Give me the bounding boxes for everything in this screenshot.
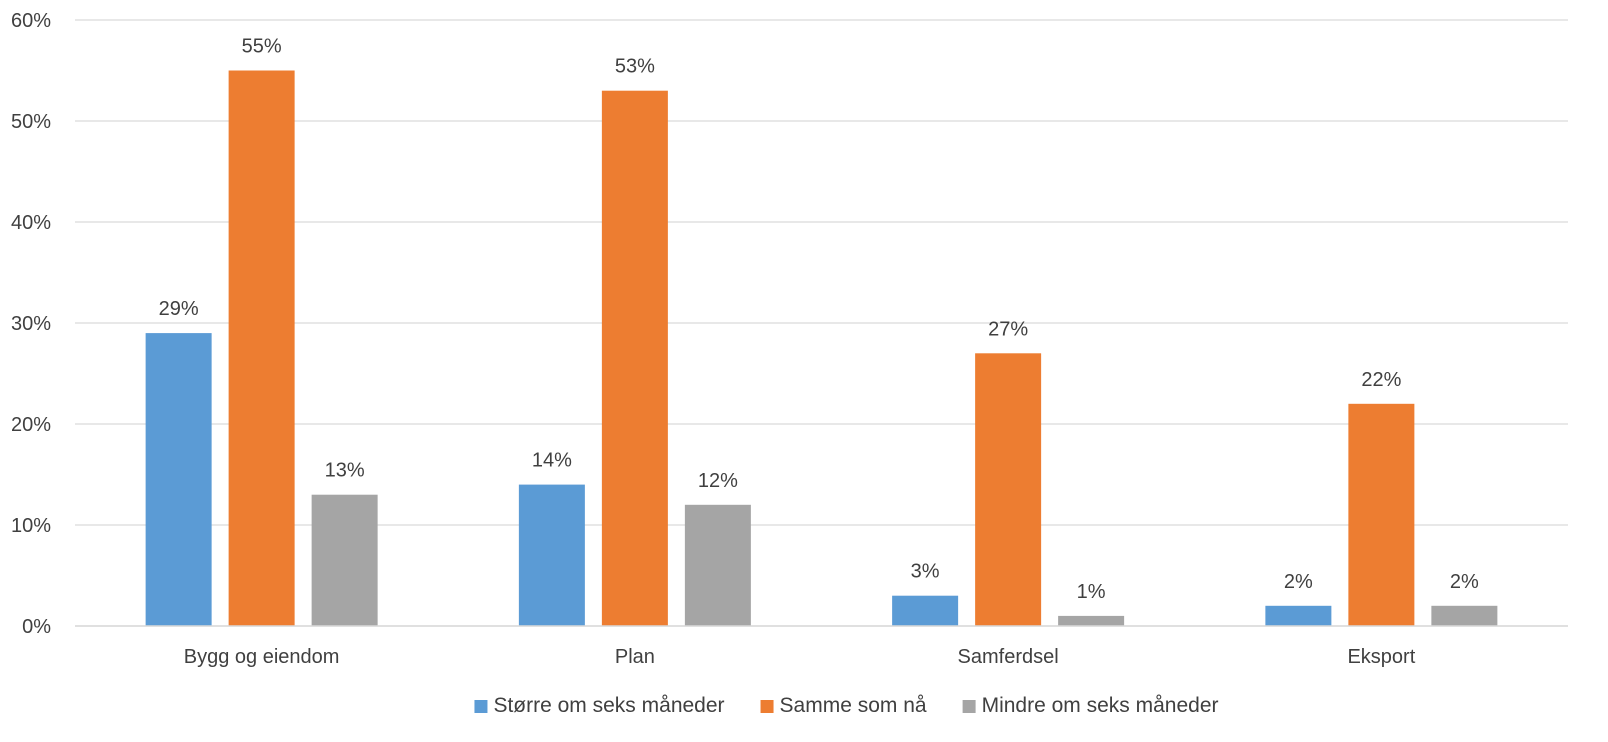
- legend-label: Samme som nå: [780, 694, 927, 717]
- bar: [518, 484, 585, 626]
- data-label: 53%: [615, 56, 655, 78]
- bar: [228, 70, 295, 626]
- y-tick-label: 40%: [11, 212, 51, 234]
- y-tick-label: 30%: [11, 313, 51, 335]
- legend-swatch: [474, 700, 488, 713]
- y-tick-label: 50%: [11, 111, 51, 133]
- data-label: 13%: [325, 460, 365, 482]
- data-label: 55%: [242, 36, 282, 58]
- y-tick-label: 0%: [22, 616, 51, 638]
- y-tick-label: 10%: [11, 515, 51, 537]
- bar: [145, 333, 212, 626]
- data-label: 29%: [159, 298, 199, 320]
- legend[interactable]: Større om seks måneder Samme som nå Mindre…: [474, 694, 1219, 717]
- data-label: 2%: [1284, 571, 1313, 593]
- bar: [892, 595, 959, 626]
- x-category-label: Plan: [615, 646, 655, 668]
- y-tick-label: 60%: [11, 10, 51, 32]
- bar: [975, 353, 1042, 626]
- legend-swatch: [760, 700, 774, 713]
- x-category-label: Bygg og eiendom: [184, 646, 340, 668]
- data-label: 1%: [1077, 581, 1106, 603]
- bars: [75, 70, 1568, 627]
- x-category-label: Samferdsel: [958, 646, 1059, 668]
- data-label: 3%: [911, 561, 940, 583]
- y-tick-label: 20%: [11, 414, 51, 436]
- bar: [1431, 605, 1498, 626]
- legend-label: Større om seks måneder: [493, 694, 724, 717]
- data-labels: 29% 55% 13% 14% 53% 12% 3% 27% 1% 2% 22% 2%: [159, 36, 1479, 603]
- legend-item[interactable]: Større om seks måneder: [474, 694, 725, 717]
- bar: [1348, 403, 1415, 626]
- data-label: 14%: [532, 450, 572, 472]
- legend-label: Mindre om seks måneder: [982, 694, 1219, 717]
- data-label: 12%: [698, 470, 738, 492]
- gridlines: [75, 19, 1568, 627]
- data-label: 2%: [1450, 571, 1479, 593]
- y-axis-ticks: 0% 10% 20% 30% 40% 50% 60%: [11, 10, 51, 638]
- bar: [601, 90, 668, 626]
- data-label: 27%: [988, 318, 1028, 340]
- bar: [311, 494, 378, 626]
- x-axis-categories: Bygg og eiendom Plan Samferdsel Eksport: [184, 646, 1416, 668]
- legend-item[interactable]: Mindre om seks måneder: [962, 694, 1219, 717]
- legend-swatch: [962, 700, 976, 713]
- bar: [1058, 615, 1125, 626]
- bar: [1265, 605, 1332, 626]
- bar: [684, 504, 751, 626]
- x-category-label: Eksport: [1347, 646, 1415, 668]
- data-label: 22%: [1361, 369, 1401, 391]
- legend-item[interactable]: Samme som nå: [760, 694, 927, 717]
